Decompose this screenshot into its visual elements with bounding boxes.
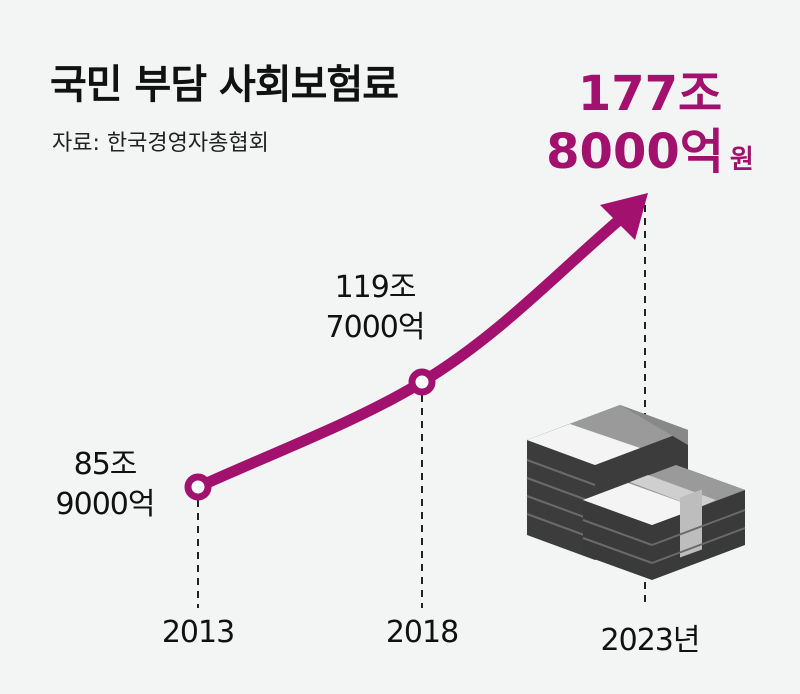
source-note: 자료: 한국경영자총협회: [52, 131, 269, 156]
highlight-line1: 177조: [577, 66, 723, 122]
highlight-unit: 원: [729, 145, 754, 175]
x-tick-2013: 2013: [161, 615, 235, 650]
chart-title: 국민 부담 사회보험료: [50, 62, 399, 108]
marker-2013: [184, 473, 212, 501]
value-label-2013: 85조 9000억: [55, 447, 156, 522]
x-tick-2018: 2018: [385, 615, 459, 650]
highlight-value: 177조 8000억 원: [530, 65, 770, 192]
x-tick-2023: 2023년: [600, 623, 701, 658]
money-stack-icon: [526, 405, 746, 580]
highlight-line2: 8000억: [546, 124, 724, 180]
value-label-2018: 119조 7000억: [325, 270, 426, 345]
marker-2018: [408, 368, 436, 396]
arrow-head-icon: [600, 193, 648, 240]
